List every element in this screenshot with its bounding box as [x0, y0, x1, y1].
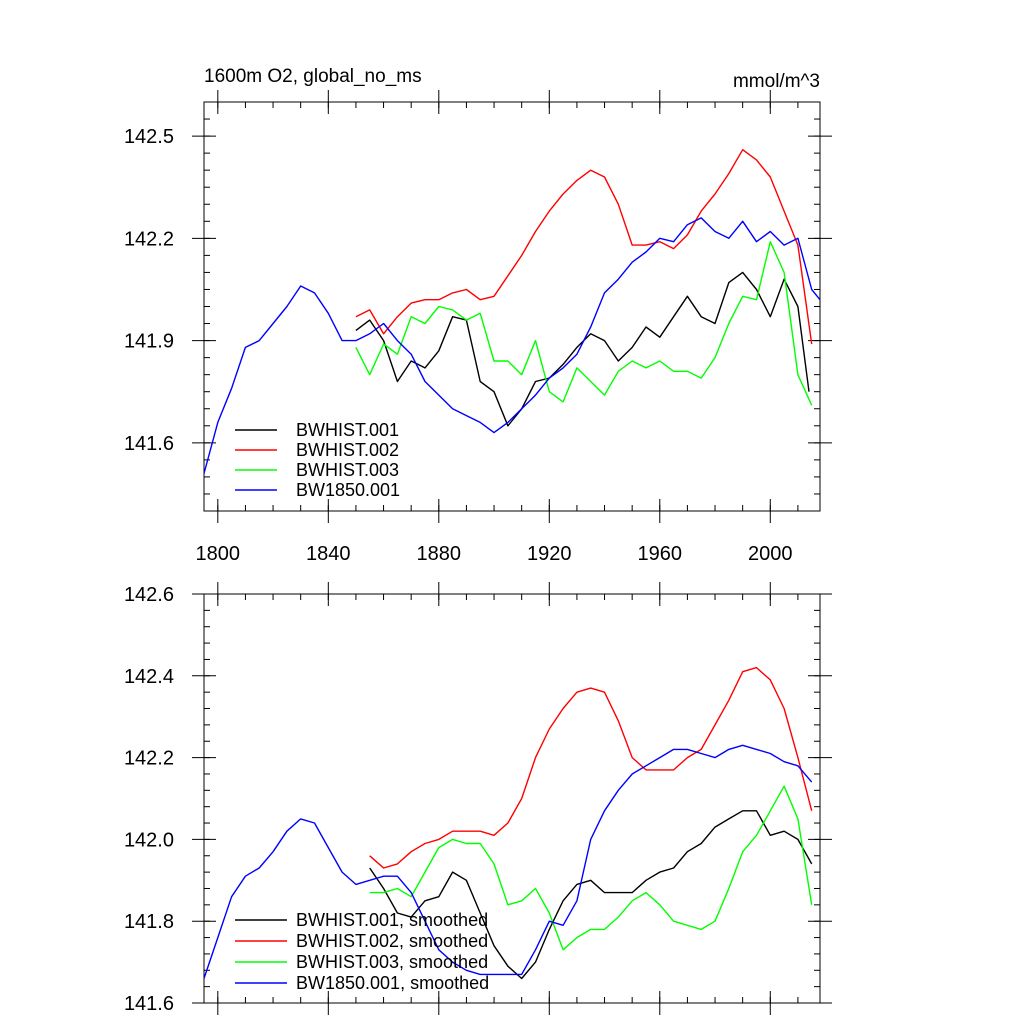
x-tick-label: 2000: [748, 543, 793, 565]
legend-label: BW1850.001, smoothed: [296, 973, 489, 993]
series-line-bwhist-002-smoothed: [369, 666, 813, 869]
y-tick-label: 142.4: [124, 666, 174, 688]
legend-label: BWHIST.002: [296, 440, 399, 460]
figure-title: 1600m O2, global_no_ms: [204, 66, 422, 87]
y-tick-label: 141.6: [124, 433, 174, 455]
legend-label: BWHIST.001: [296, 420, 399, 440]
series-line-bwhist-003: [355, 240, 813, 406]
x-tick-label: 1840: [306, 543, 351, 565]
y-tick-label: 142.2: [124, 228, 174, 250]
x-tick-label: 1960: [638, 543, 683, 565]
series-line-bw1850-001-smoothed: [204, 744, 813, 979]
x-tick-label: 1880: [417, 543, 462, 565]
units-label: mmol/m^3: [733, 71, 820, 92]
series-line-bwhist-001-smoothed: [369, 810, 813, 980]
plot-frame: [203, 593, 821, 1004]
x-tick-label: 1920: [527, 543, 572, 565]
y-tick-label: 141.6: [124, 993, 174, 1015]
series-line-bw1850-001: [204, 217, 820, 474]
series-line-bwhist-002: [355, 148, 813, 345]
y-tick-label: 141.8: [124, 911, 174, 933]
top-plot: 141.6 141.9 142.2 142.5 1800 1840 1880 1920 1960…: [124, 90, 832, 565]
y-tick-label: 142.2: [124, 748, 174, 770]
y-tick-label: 142.6: [124, 584, 174, 606]
y-tick-label: 141.9: [124, 331, 174, 353]
y-tick-label: 142.0: [124, 829, 174, 851]
y-tick-label: 142.5: [124, 126, 174, 148]
series-line-bwhist-003-smoothed: [369, 785, 813, 951]
legend-label: BWHIST.002, smoothed: [296, 931, 488, 951]
x-tick-label: 1800: [196, 543, 241, 565]
legend-label: BWHIST.003: [296, 460, 399, 480]
legend-label: BW1850.001: [296, 480, 400, 500]
bottom-plot: 141.6 141.8 142.0 142.2 142.4 142.6 BWHIST.001…: [124, 582, 832, 1015]
legend-label: BWHIST.003, smoothed: [296, 952, 488, 972]
legend-label: BWHIST.001, smoothed: [296, 910, 488, 930]
series-line-bwhist-001: [355, 271, 810, 427]
